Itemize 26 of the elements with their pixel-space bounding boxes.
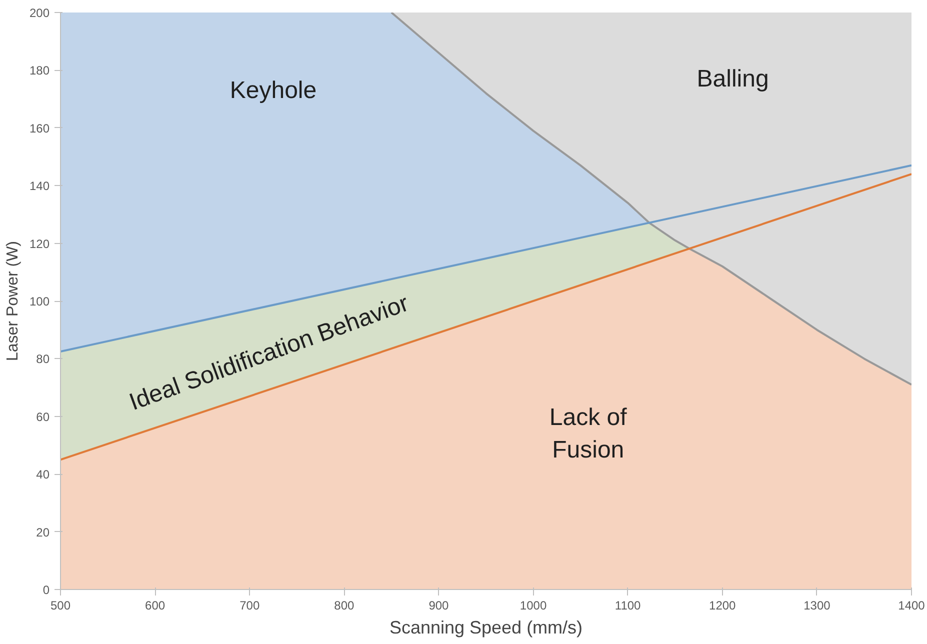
y-tick-label: 60 (36, 410, 50, 424)
y-tick-label: 160 (29, 121, 50, 136)
x-tick-label: 1400 (898, 598, 926, 612)
x-tick-label: 1200 (709, 598, 736, 612)
y-tick-label: 20 (36, 525, 50, 540)
x-tick-label: 700 (240, 598, 260, 612)
y-tick-label: 140 (29, 179, 50, 194)
y-tick-label: 120 (29, 236, 50, 251)
x-tick-label: 800 (334, 598, 355, 612)
y-tick-label: 180 (29, 64, 50, 78)
y-axis-title: Laser Power (W) (4, 240, 22, 362)
y-tick-label: 0 (42, 583, 50, 597)
x-tick-label: 1300 (804, 598, 831, 612)
x-tick-label: 500 (50, 598, 71, 612)
x-tick-label: 600 (145, 598, 166, 612)
annotation: Balling (696, 65, 769, 92)
y-tick-label: 100 (29, 294, 50, 308)
y-tick-label: 200 (29, 6, 50, 20)
y-tick-label: 80 (36, 352, 50, 366)
annotation: Lack of Fusion (549, 404, 628, 464)
x-tick-label: 1000 (520, 598, 547, 612)
x-axis-title: Scanning Speed (mm/s) (389, 618, 583, 638)
x-tick-label: 900 (428, 598, 450, 612)
x-tick-label: 1100 (614, 598, 642, 612)
y-tick-label: 40 (36, 468, 50, 482)
annotation: Keyhole (230, 76, 317, 104)
